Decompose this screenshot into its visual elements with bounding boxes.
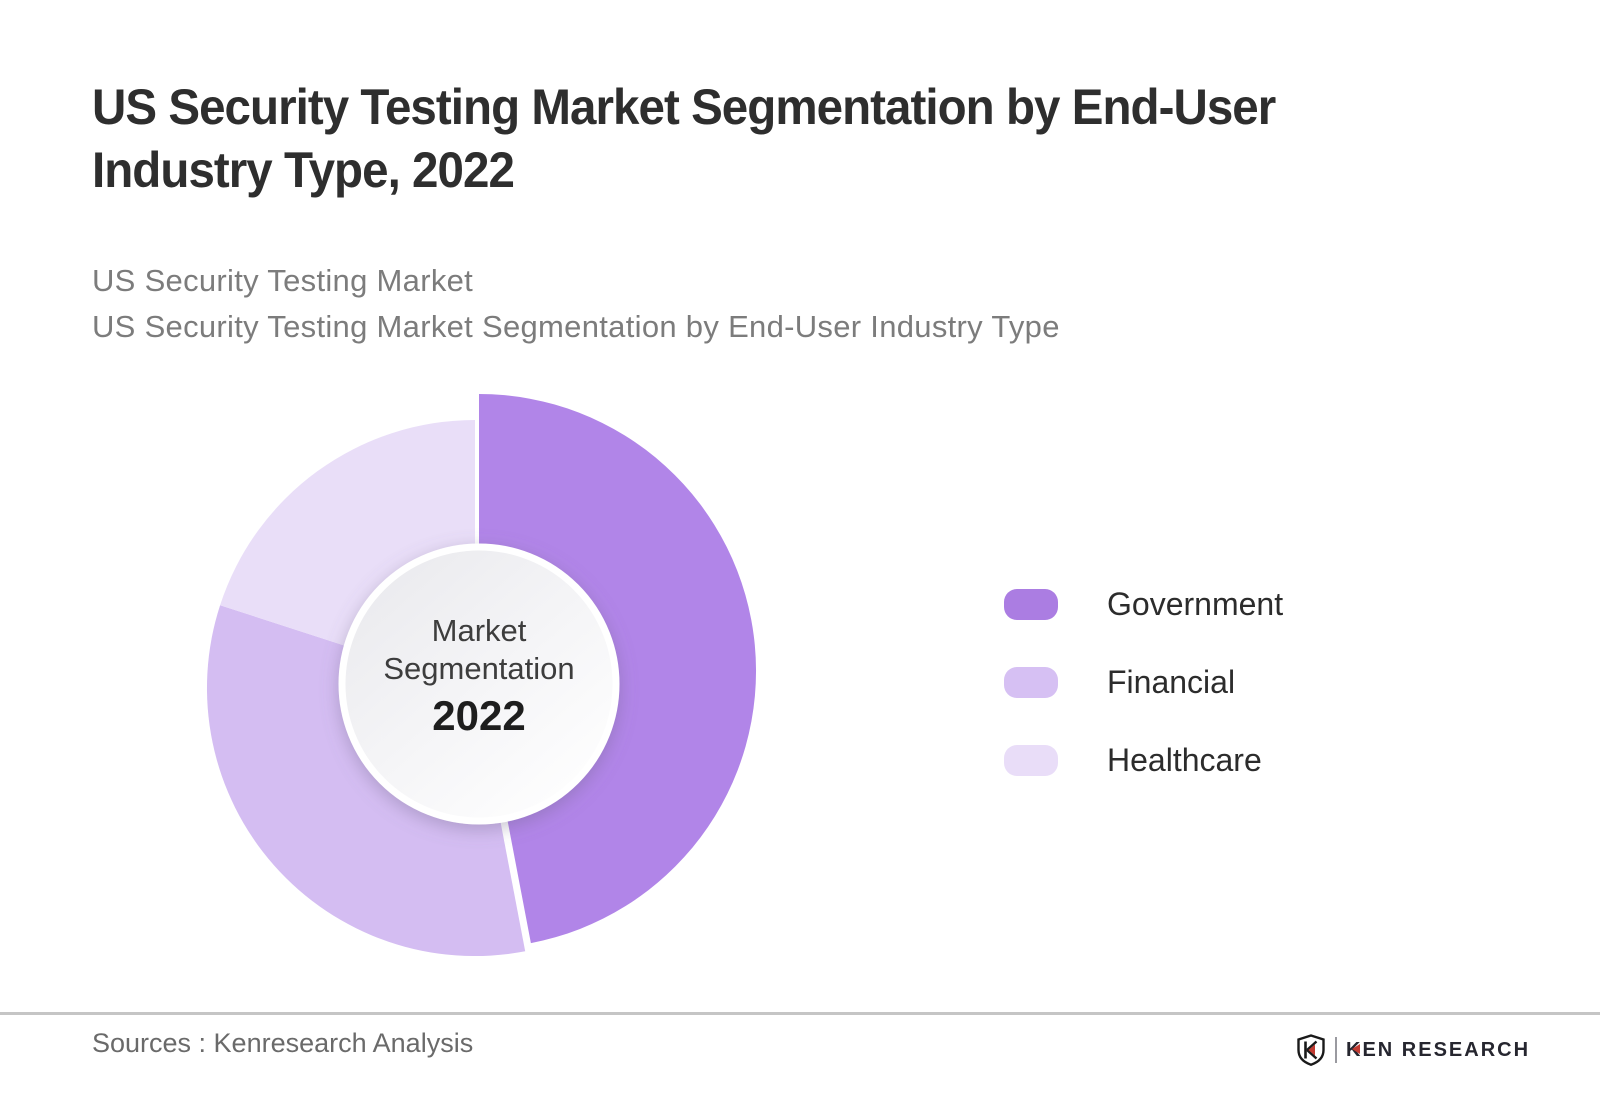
donut-center-year: 2022 [432, 692, 526, 739]
page-title: US Security Testing Market Segmentation … [92, 76, 1276, 202]
footer-divider [0, 1012, 1600, 1015]
page-subtitle-line-2: US Security Testing Market Segmentation … [92, 309, 1060, 344]
legend-item-government: Government [1004, 586, 1284, 622]
legend-item-financial: Financial [1004, 664, 1283, 700]
donut-center-line-2: Segmentation [383, 651, 575, 686]
page-subtitle-line-1: US Security Testing Market [92, 263, 474, 298]
page-subtitle: US Security Testing Market US Security T… [92, 258, 1060, 350]
ken-research-logo: KEN RESEARCH [1296, 1034, 1530, 1066]
legend-swatch-healthcare [1004, 745, 1058, 776]
legend-label-healthcare: Healthcare [1107, 742, 1262, 778]
logo-red-triangle-icon [1352, 1043, 1360, 1054]
logo-text-wrap: KEN RESEARCH [1346, 1039, 1530, 1062]
logo-text: KEN RESEARCH [1346, 1038, 1531, 1061]
legend-swatch-government [1004, 589, 1058, 620]
legend: Government Financial Healthcare [1004, 586, 1284, 778]
page-title-line-2: Industry Type, 2022 [92, 142, 515, 198]
logo-divider [1335, 1037, 1337, 1063]
donut-center-line-1: Market [431, 613, 527, 648]
legend-item-healthcare: Healthcare [1004, 742, 1283, 778]
legend-swatch-financial [1004, 667, 1058, 698]
page-title-line-1: US Security Testing Market Segmentation … [92, 79, 1276, 135]
donut-inner-circle [338, 543, 620, 825]
donut-center-label: Market Segmentation 2022 [329, 612, 629, 741]
ken-research-shield-icon [1297, 1034, 1325, 1066]
source-text: Sources : Kenresearch Analysis [92, 1028, 474, 1058]
legend-label-financial: Financial [1107, 664, 1236, 700]
legend-label-government: Government [1107, 586, 1284, 622]
